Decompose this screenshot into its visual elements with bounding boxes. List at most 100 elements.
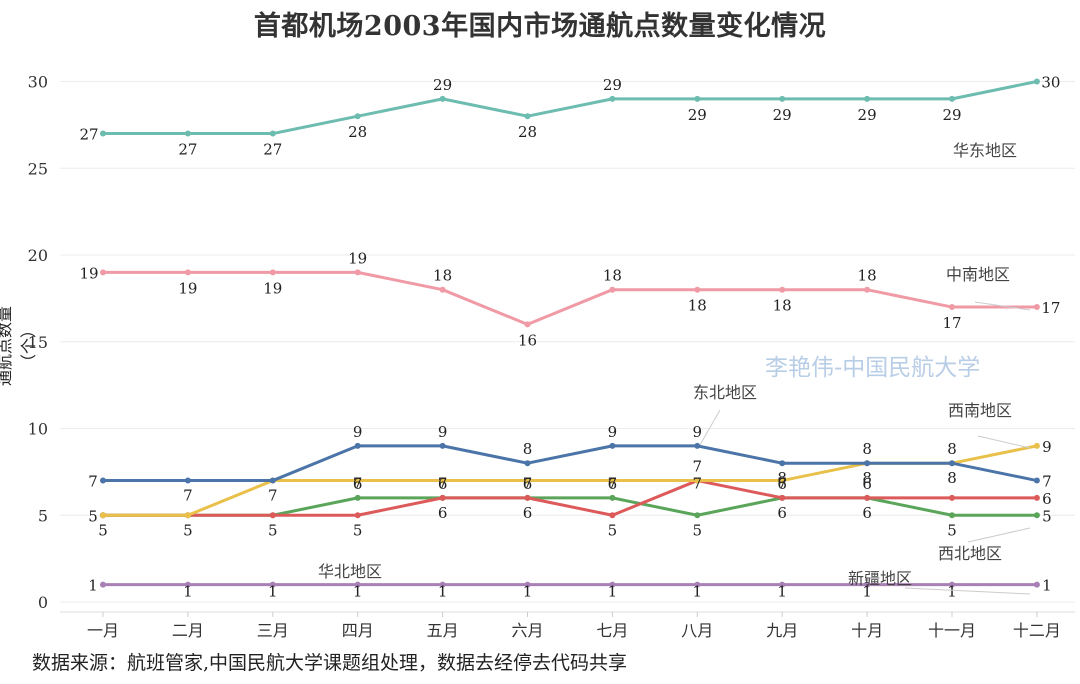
- data-label: 6: [353, 475, 363, 493]
- series-name-label: 中南地区: [946, 265, 1010, 284]
- data-point: [864, 581, 871, 588]
- data-label: 9: [693, 423, 703, 441]
- data-point: [269, 130, 276, 137]
- data-label: 29: [688, 106, 707, 124]
- data-label: 16: [518, 331, 537, 349]
- data-point: [694, 581, 701, 588]
- series-name-label: 华北地区: [318, 562, 382, 581]
- data-point: [1033, 512, 1040, 519]
- data-point: [100, 269, 106, 276]
- data-label: 1: [183, 583, 193, 601]
- data-label: 7: [268, 487, 278, 505]
- series-name-label: 新疆地区: [848, 569, 912, 588]
- data-label: 19: [263, 279, 282, 297]
- data-label: 6: [438, 504, 448, 522]
- data-point: [439, 95, 446, 102]
- series-line: [103, 479, 1037, 517]
- x-tick-label: 十一月: [928, 621, 976, 640]
- data-label: 19: [79, 264, 98, 282]
- data-label: 5: [353, 521, 363, 539]
- data-label: 7: [777, 475, 787, 493]
- leader-line: [699, 409, 721, 446]
- data-label: 9: [438, 423, 448, 441]
- data-point: [609, 95, 616, 102]
- data-label: 30: [1041, 74, 1060, 92]
- y-tick-label: 0: [38, 593, 48, 612]
- data-point: [949, 95, 955, 102]
- data-label: 1: [1042, 577, 1052, 595]
- data-point: [269, 512, 276, 519]
- data-label: 5: [1042, 507, 1052, 525]
- data-point: [524, 113, 531, 120]
- data-label: 1: [353, 583, 363, 601]
- data-label: 7: [353, 475, 363, 493]
- data-point: [609, 442, 616, 449]
- leader-line: [967, 527, 1031, 543]
- data-label: 7: [183, 487, 193, 505]
- data-point: [609, 512, 616, 519]
- series-name-label: 东北地区: [693, 383, 757, 402]
- data-point: [524, 321, 531, 328]
- data-label: 6: [438, 475, 448, 493]
- data-point: [269, 477, 276, 484]
- data-point: [694, 95, 701, 102]
- data-label: 7: [1042, 473, 1052, 491]
- data-label: 27: [263, 141, 282, 159]
- source-note: 数据来源：航班管家,中国民航大学课题组处理，数据去经停去代码共享: [32, 652, 628, 674]
- data-label: 17: [1041, 299, 1060, 317]
- data-label: 8: [523, 440, 533, 458]
- data-point: [1033, 78, 1040, 85]
- data-label: 9: [608, 423, 618, 441]
- data-label: 18: [688, 297, 707, 315]
- data-point: [184, 581, 191, 588]
- data-label: 5: [268, 521, 278, 539]
- series-line: [103, 80, 1038, 136]
- data-point: [354, 477, 361, 484]
- x-tick-label: 十二月: [1013, 621, 1061, 640]
- series-line: [103, 444, 1038, 483]
- data-point: [524, 477, 531, 484]
- x-tick-label: 一月: [87, 621, 119, 640]
- y-tick-label: 10: [28, 420, 48, 439]
- data-label: 29: [942, 106, 961, 124]
- data-point: [779, 581, 786, 588]
- data-label: 6: [1042, 490, 1052, 508]
- data-label: 19: [178, 279, 197, 297]
- data-label: 6: [862, 504, 872, 522]
- data-point: [100, 581, 106, 588]
- series-name-label: 西北地区: [938, 544, 1002, 563]
- series-line: [103, 270, 1037, 326]
- data-point: [524, 460, 531, 467]
- data-point: [354, 269, 361, 276]
- data-point: [1033, 581, 1040, 588]
- data-point: [949, 494, 955, 501]
- data-point: [184, 512, 191, 519]
- y-tick-label: 15: [28, 333, 48, 352]
- data-point: [864, 286, 871, 293]
- data-point: [779, 286, 786, 293]
- data-point: [439, 442, 446, 449]
- data-label: 19: [348, 249, 367, 267]
- data-label: 6: [523, 504, 533, 522]
- data-point: [609, 477, 616, 484]
- data-label: 8: [777, 469, 787, 487]
- data-label: 7: [88, 473, 98, 491]
- data-label: 8: [862, 440, 872, 458]
- data-label: 5: [88, 507, 98, 525]
- data-label: 9: [1042, 438, 1052, 456]
- data-point: [1033, 442, 1040, 449]
- data-point: [694, 442, 701, 449]
- data-point: [609, 286, 616, 293]
- y-tick-label: 5: [38, 506, 48, 525]
- data-label: 1: [608, 583, 618, 601]
- x-tick-label: 六月: [511, 621, 543, 640]
- data-point: [1033, 304, 1040, 311]
- data-label: 29: [773, 106, 792, 124]
- x-tick-label: 三月: [257, 621, 289, 640]
- data-point: [354, 581, 361, 588]
- data-label: 29: [858, 106, 877, 124]
- data-point: [779, 477, 786, 484]
- data-point: [439, 494, 446, 501]
- data-label: 6: [523, 475, 533, 493]
- data-label: 7: [608, 475, 618, 493]
